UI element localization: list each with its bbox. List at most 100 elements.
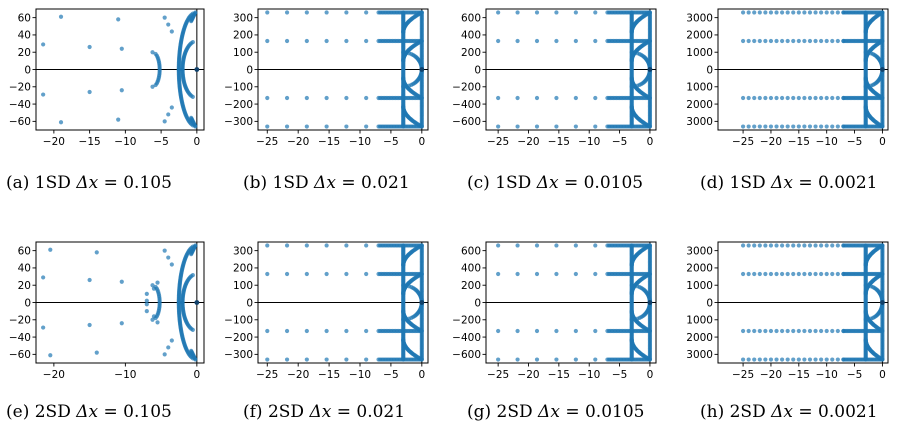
data-layer: [486, 242, 656, 363]
data-point: [41, 275, 46, 280]
row-point: [768, 10, 774, 15]
x-tick-label: −10: [816, 136, 838, 148]
row-point: [324, 357, 329, 362]
x-tick-label: −20: [760, 369, 782, 381]
edge-point: [647, 243, 653, 248]
x-tick-label: −15: [548, 369, 570, 381]
row-point: [740, 328, 746, 334]
branch-point: [401, 283, 406, 288]
data-point: [169, 338, 174, 343]
row-point: [364, 271, 369, 277]
curve-point: [190, 327, 195, 332]
row-point: [791, 328, 796, 334]
row-point: [835, 357, 840, 362]
row-point: [364, 95, 369, 101]
y-tick-label: 400: [461, 263, 481, 275]
row-point: [515, 10, 520, 15]
row-point: [344, 10, 349, 15]
row-point: [796, 328, 801, 334]
row-point: [835, 328, 840, 334]
row-point: [746, 10, 751, 15]
data-point: [87, 277, 92, 283]
row-point: [746, 271, 751, 277]
curve-point: [0, 329, 2, 333]
row-point: [785, 328, 790, 334]
row-point: [265, 243, 270, 248]
y-tick-label: 60: [18, 245, 31, 257]
row-point: [364, 357, 369, 362]
x-tick-label: −15: [788, 136, 810, 148]
row-point: [779, 328, 785, 334]
row-point: [796, 10, 801, 15]
y-tick-label: −200: [452, 82, 481, 94]
row-point: [304, 95, 309, 101]
row-point: [304, 328, 309, 334]
row-point: [774, 10, 779, 15]
row-point: [593, 95, 598, 101]
data-point: [41, 42, 46, 47]
panel-caption: (c) 1SD Δx = 0.0105: [467, 173, 643, 193]
y-tick-label: 0: [24, 64, 31, 76]
data-point: [116, 117, 121, 122]
x-tick-label: −5: [612, 369, 627, 381]
branch-point: [629, 50, 634, 55]
row-point: [554, 328, 559, 334]
row-point: [835, 243, 840, 248]
row-point: [593, 243, 598, 248]
y-tick-label: −100: [224, 82, 253, 94]
row-point: [835, 10, 840, 15]
y-tick-label: 3000: [686, 12, 713, 24]
row-point: [830, 95, 835, 101]
row-point: [757, 124, 762, 129]
panel-b: −300 −200 −100 0 100 200 300 −25 −20 −15 −10 −5 0 (b)…: [224, 8, 429, 193]
y-tick-label: 3000: [686, 245, 713, 257]
row-point: [344, 243, 349, 248]
row-point: [813, 124, 818, 129]
panel-a: −60 −40 −20 0 20 40 60 −20 −15 −10 −5 0 (a) 1SD Δx =…: [0, 8, 205, 193]
x-tick-label: −25: [732, 369, 754, 381]
row-point: [364, 38, 369, 44]
row-point: [802, 328, 807, 334]
panel-caption: (e) 2SD Δx = 0.105: [6, 402, 172, 422]
panel-caption: (g) 2SD Δx = 0.0105: [467, 402, 644, 422]
row-point: [752, 95, 757, 101]
branch-point: [629, 283, 634, 288]
curve-point: [0, 96, 2, 100]
x-tick-label: −10: [114, 369, 136, 381]
row-point: [746, 95, 751, 101]
row-point: [554, 124, 559, 129]
x-tick-label: −20: [517, 136, 539, 148]
row-point: [785, 38, 790, 44]
curve-point: [0, 243, 2, 247]
row-point: [740, 95, 746, 101]
data-point: [41, 325, 46, 330]
row-point: [813, 38, 818, 44]
row-point: [763, 328, 768, 334]
y-tick-label: −300: [224, 116, 253, 128]
data-point: [41, 92, 46, 97]
row-point: [284, 10, 290, 15]
row-point: [593, 10, 598, 15]
panel-caption: (d) 1SD Δx = 0.0021: [700, 173, 877, 193]
curve-point: [0, 124, 2, 128]
row-point: [304, 271, 309, 277]
row-point: [802, 357, 807, 362]
y-tick-label: 200: [233, 30, 253, 42]
data-point: [166, 255, 171, 260]
curve-point: [0, 39, 2, 43]
x-tick-label: 0: [879, 369, 886, 381]
branch-point: [629, 84, 634, 89]
row-point: [768, 328, 774, 334]
row-point: [819, 124, 824, 129]
edge-point: [419, 10, 424, 15]
x-tick-label: 0: [194, 369, 201, 381]
origin-point: [194, 300, 200, 305]
x-tick-label: −20: [43, 369, 65, 381]
branch-point: [863, 283, 868, 288]
origin-point: [647, 67, 653, 72]
x-tick-label: 0: [418, 369, 425, 381]
data-point: [169, 105, 174, 110]
row-point: [364, 124, 369, 129]
row-point: [824, 271, 829, 277]
row-point: [752, 243, 757, 248]
